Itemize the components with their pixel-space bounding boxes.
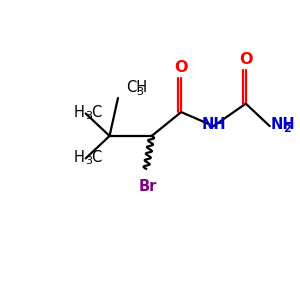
Text: NH: NH xyxy=(271,117,296,132)
Text: NH: NH xyxy=(201,117,226,132)
Text: C: C xyxy=(91,149,101,164)
Text: Br: Br xyxy=(138,179,157,194)
Text: 3: 3 xyxy=(136,88,143,98)
Text: CH: CH xyxy=(126,80,147,95)
Text: O: O xyxy=(239,52,253,67)
Text: H: H xyxy=(74,149,85,164)
Text: H: H xyxy=(74,105,85,120)
Text: 3: 3 xyxy=(85,156,92,166)
Text: O: O xyxy=(174,60,188,75)
Text: 3: 3 xyxy=(85,111,92,121)
Text: 2: 2 xyxy=(284,124,291,134)
Text: C: C xyxy=(91,105,101,120)
